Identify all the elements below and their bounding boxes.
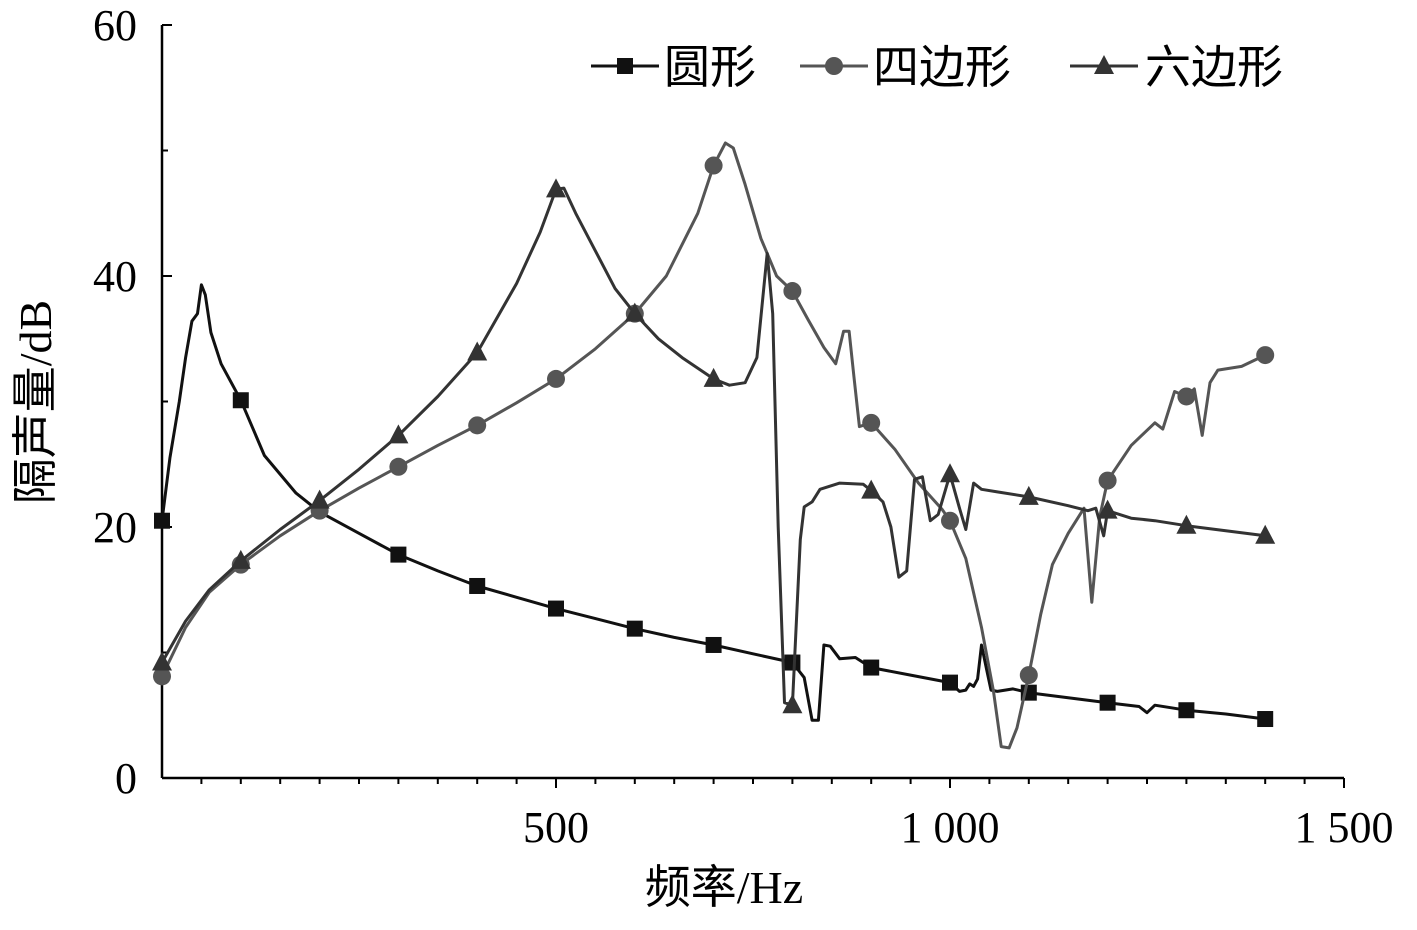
- x-tick-label: 1 500: [1295, 803, 1394, 852]
- data-point: [468, 416, 487, 435]
- axes: 500 1 000 1 500 0 20 40 60: [93, 1, 1394, 852]
- data-point: [862, 413, 881, 432]
- legend-label: 六边形: [1145, 42, 1283, 93]
- legend-marker: [617, 58, 633, 74]
- data-point: [1178, 702, 1195, 719]
- data-point: [152, 651, 172, 671]
- data-point: [1255, 524, 1276, 544]
- legend-label: 四边形: [873, 42, 1011, 93]
- data-point: [705, 636, 722, 653]
- x-axis-title: 频率/Hz: [645, 862, 803, 913]
- data-point: [1177, 387, 1196, 406]
- legend-label: 圆形: [664, 42, 756, 93]
- data-point: [467, 341, 488, 361]
- y-tick-label: 40: [93, 252, 137, 301]
- y-tick-label: 60: [93, 1, 137, 50]
- data-point: [784, 654, 801, 671]
- series-line: [160, 141, 1266, 750]
- data-point: [626, 620, 643, 637]
- y-axis-title: 隔声量/dB: [10, 300, 61, 504]
- data-point: [1099, 694, 1116, 711]
- series-line: [160, 186, 1266, 707]
- data-point: [703, 367, 724, 387]
- data-point: [1098, 471, 1117, 490]
- data-point: [153, 667, 171, 686]
- y-tick-label: 20: [93, 503, 137, 552]
- series-line: [160, 283, 1266, 722]
- data-point: [548, 600, 564, 617]
- data-point: [547, 369, 565, 388]
- data-point: [940, 463, 960, 483]
- data-point: [1257, 711, 1274, 728]
- data-point: [783, 282, 802, 301]
- data-point: [388, 424, 409, 444]
- data-point: [942, 674, 958, 691]
- legend-item-2: 四边形: [800, 42, 1011, 93]
- data-point: [782, 694, 803, 714]
- data-point: [624, 302, 645, 322]
- legend-item-3: 六边形: [1070, 42, 1283, 93]
- series-3: [152, 178, 1276, 714]
- data-point: [1097, 499, 1118, 519]
- data-point: [154, 512, 170, 529]
- x-tick-label: 500: [523, 803, 589, 852]
- y-tick-label: 0: [115, 754, 137, 803]
- data-point: [469, 577, 486, 594]
- data-point: [861, 479, 882, 499]
- data-point: [230, 549, 251, 569]
- data-point: [309, 489, 330, 509]
- series-2: [153, 141, 1275, 750]
- legend: 圆形 四边形 六边形: [591, 42, 1283, 93]
- data-point: [704, 156, 723, 175]
- x-tick-label: 1 000: [901, 803, 1000, 852]
- data-point: [1018, 485, 1039, 505]
- legend-item-1: 圆形: [591, 42, 756, 93]
- data-point: [389, 457, 408, 476]
- series-layer: [152, 141, 1276, 750]
- data-point: [941, 511, 959, 530]
- data-point: [1256, 346, 1275, 365]
- data-point: [232, 392, 249, 409]
- data-point: [1176, 514, 1197, 534]
- data-point: [546, 178, 566, 198]
- legend-marker: [825, 57, 843, 75]
- data-point: [863, 659, 880, 676]
- legend-marker: [1094, 55, 1114, 74]
- data-point: [1019, 666, 1038, 685]
- data-point: [390, 546, 407, 563]
